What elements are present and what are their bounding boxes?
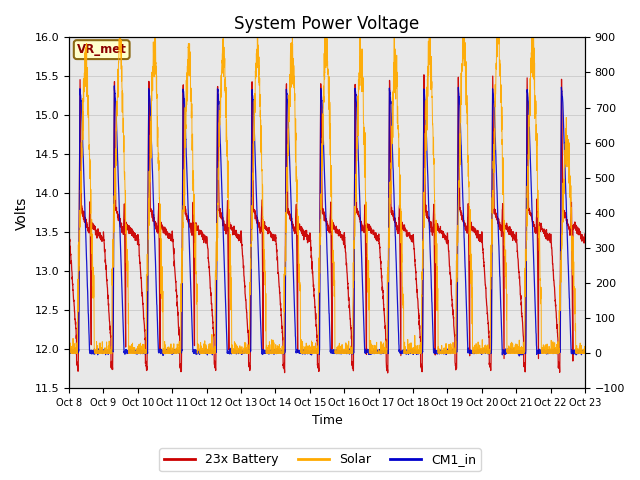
- X-axis label: Time: Time: [312, 414, 342, 427]
- Y-axis label: Volts: Volts: [15, 196, 29, 229]
- Text: VR_met: VR_met: [77, 43, 127, 56]
- Title: System Power Voltage: System Power Voltage: [234, 15, 420, 33]
- Legend: 23x Battery, Solar, CM1_in: 23x Battery, Solar, CM1_in: [159, 448, 481, 471]
